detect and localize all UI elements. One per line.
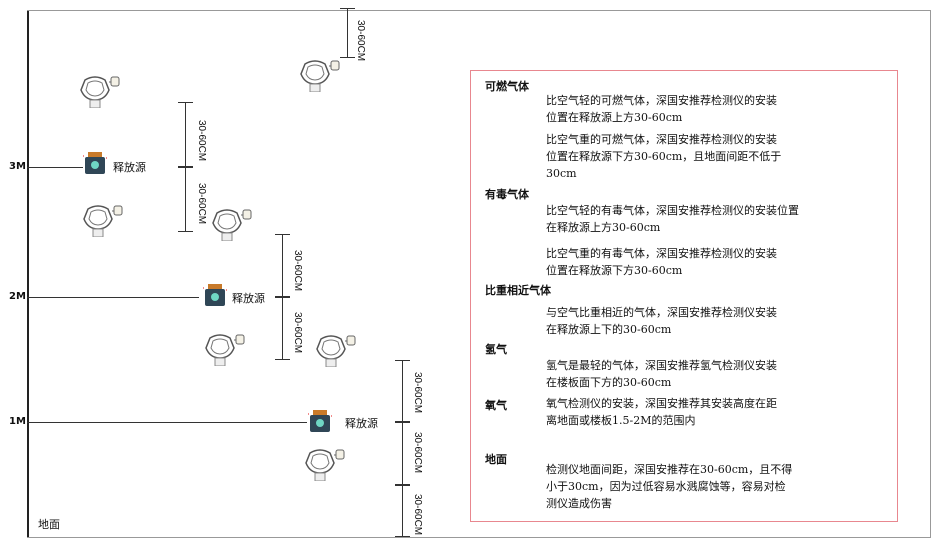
toxic-title: 有毒气体: [485, 188, 529, 201]
similar-title: 比重相近气体: [485, 284, 551, 297]
detector-icon: [212, 209, 252, 241]
dimension-label: 30-60CM: [412, 432, 423, 474]
ground-title: 地面: [485, 453, 507, 466]
detector-icon: [316, 335, 356, 367]
detector-icon: [300, 60, 340, 92]
oxygen-title: 氧气: [485, 399, 507, 412]
dimension-line: [395, 422, 410, 485]
hydrogen-text: 氢气是最轻的气体，深国安推荐氢气检测仪安装 在楼板面下方的30-60cm: [546, 359, 777, 389]
release-source-label: 释放源: [232, 292, 265, 305]
dimension-line: [395, 360, 410, 422]
release-source-label: 释放源: [113, 161, 146, 174]
dimension-label: 30-60CM: [412, 372, 423, 414]
similar-text: 与空气比重相近的气体，深国安推荐检测仪安装 在释放源上下的30-60cm: [546, 306, 777, 336]
level-3m-line: [27, 167, 83, 168]
dimension-line: [340, 8, 355, 58]
right-wall: [930, 10, 931, 538]
release-source-icon: [203, 284, 227, 306]
info-panel: 可燃气体 比空气轻的可燃气体，深国安推荐检测仪的安装 位置在释放源上方30-60…: [470, 70, 898, 522]
dimension-label: 30-60CM: [292, 312, 303, 354]
dimension-line: [275, 297, 290, 360]
detector-icon: [80, 76, 120, 108]
toxic-lighter-text: 比空气轻的有毒气体，深国安推荐检测仪的安装位置 在释放源上方30-60cm: [546, 204, 799, 234]
combustible-heavier-text: 比空气重的可燃气体，深国安推荐检测仪的安装 位置在释放源下方30-60cm，且地…: [546, 133, 782, 180]
hydrogen-title: 氢气: [485, 343, 507, 356]
release-source-icon: [308, 410, 332, 432]
floor-line: [27, 537, 930, 538]
combustible-title: 可燃气体: [485, 80, 529, 93]
dimension-line: [275, 234, 290, 297]
combustible-lighter-text: 比空气轻的可燃气体，深国安推荐检测仪的安装 位置在释放源上方30-60cm: [546, 94, 777, 124]
level-2m-label: 2M: [9, 291, 26, 302]
oxygen-text: 氧气检测仪的安装，深国安推荐其安装高度在距 离地面或楼板1.5-2M的范围内: [546, 397, 777, 427]
ceiling: [27, 10, 930, 11]
ground-text: 检测仪地面间距，深国安推荐在30-60cm，且不得 小于30cm，因为过低容易水…: [546, 463, 793, 510]
level-1m-line: [27, 422, 307, 423]
release-source-icon: [83, 152, 107, 174]
dimension-label: 30-60CM: [196, 120, 207, 162]
dimension-line: [395, 485, 410, 537]
dimension-line: [178, 167, 193, 232]
left-wall: [27, 10, 29, 538]
dimension-label: 30-60CM: [292, 250, 303, 292]
ground-label: 地面: [38, 518, 60, 531]
toxic-heavier-text: 比空气重的有毒气体，深国安推荐检测仪的安装 位置在释放源下方30-60cm: [546, 247, 777, 277]
detector-icon: [205, 334, 245, 366]
level-2m-line: [27, 297, 199, 298]
release-source-label: 释放源: [345, 417, 378, 430]
dimension-line: [178, 102, 193, 167]
detector-icon: [83, 205, 123, 237]
dimension-label: 30-60CM: [355, 20, 366, 62]
dimension-label: 30-60CM: [196, 183, 207, 225]
level-3m-label: 3M: [9, 161, 26, 172]
detector-icon: [305, 449, 345, 481]
dimension-label: 30-60CM: [412, 494, 423, 536]
level-1m-label: 1M: [9, 416, 26, 427]
